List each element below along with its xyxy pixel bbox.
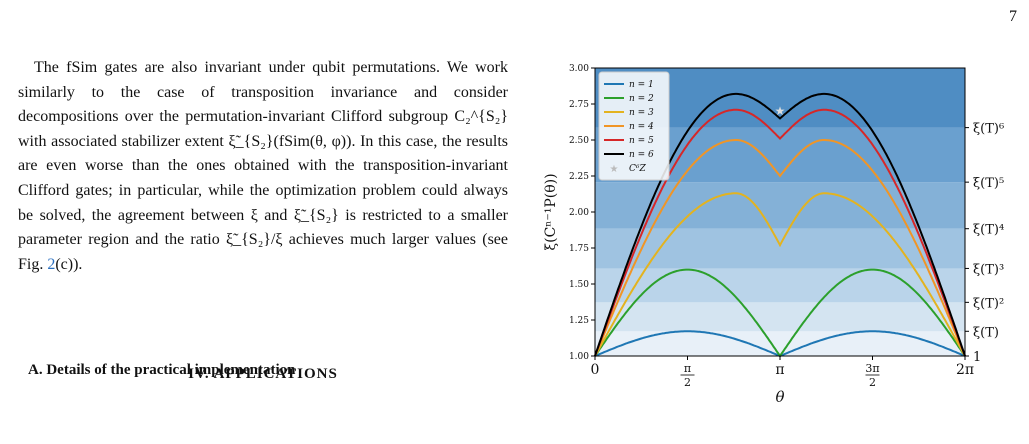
background-band xyxy=(595,228,965,269)
y-tick-label: 1.75 xyxy=(569,244,589,254)
section-heading: IV. APPLICATIONS xyxy=(188,366,338,382)
y-axis-label: ξ(Cⁿ⁻¹P(θ)) xyxy=(543,173,559,250)
figure: ★ 0 π 2 π 3π 2 2π 1.00 1.25 1.50 1.75 2.00 2.25 2.50 2.… xyxy=(520,54,1020,414)
right-axis-label: ξ(T)⁶ xyxy=(973,122,1004,137)
legend-label: n = 1 xyxy=(629,80,654,90)
x-axis-label: θ xyxy=(775,388,784,406)
right-axis-label: 1 xyxy=(973,350,981,365)
text-column: The fSim gates are also invariant under … xyxy=(18,56,508,382)
legend-label: n = 4 xyxy=(629,122,654,132)
y-tick-label: 1.25 xyxy=(569,316,589,326)
right-axis-label: ξ(T)⁴ xyxy=(973,223,1004,238)
x-tick-label: 0 xyxy=(591,362,600,378)
legend-label: n = 5 xyxy=(629,136,654,146)
background-band xyxy=(595,302,965,332)
series-line-n4 xyxy=(594,139,966,357)
legend-marker: ★ xyxy=(610,164,619,175)
x-tick-label-num: π xyxy=(684,362,691,375)
background-band xyxy=(595,268,965,303)
legend-label: n = 3 xyxy=(629,108,654,118)
series-line-n3 xyxy=(594,192,966,357)
subsection-heading: A. Details of the practical implementati… xyxy=(28,362,296,378)
paragraph-text-end: (c)). xyxy=(55,255,83,273)
x-tick-label: 2π xyxy=(956,362,974,378)
x-tick-label-num: 3π xyxy=(865,362,879,375)
body-paragraph: The fSim gates are also invariant under … xyxy=(18,56,508,277)
x-tick-label-den: 2 xyxy=(869,376,876,389)
right-axis-label: ξ(T)³ xyxy=(973,262,1004,277)
y-tick-label: 1.50 xyxy=(569,280,589,290)
c6z-marker: ★ xyxy=(775,104,786,118)
y-tick-label: 1.00 xyxy=(569,352,589,362)
y-tick-label: 3.00 xyxy=(569,64,589,74)
right-axis-label: ξ(T)² xyxy=(973,296,1004,311)
y-tick-label: 2.75 xyxy=(569,100,589,110)
stabilizer-extent-chart: ★0 π2π 3π22π1.001.251.501.752.002.252.502.… xyxy=(543,64,1004,406)
y-tick-label: 2.50 xyxy=(569,136,589,146)
y-tick-label: 2.00 xyxy=(569,208,589,218)
page-number: 7 xyxy=(1009,8,1017,25)
series-line-n5 xyxy=(594,108,966,357)
right-axis-label: ξ(T) xyxy=(973,325,999,340)
paragraph-text: The fSim gates are also invariant under … xyxy=(18,59,508,273)
legend-label: n = 6 xyxy=(629,150,654,160)
y-tick-label: 2.25 xyxy=(569,172,589,182)
x-tick-label-den: 2 xyxy=(684,376,691,389)
x-tick-label: π xyxy=(775,362,784,378)
legend-label: n = 2 xyxy=(629,94,654,104)
right-axis-label: ξ(T)⁵ xyxy=(973,176,1004,191)
series-line-n6 xyxy=(594,92,966,357)
legend-label: C⁶Z xyxy=(629,164,646,174)
figure-reference-link[interactable]: 2 xyxy=(47,255,56,273)
